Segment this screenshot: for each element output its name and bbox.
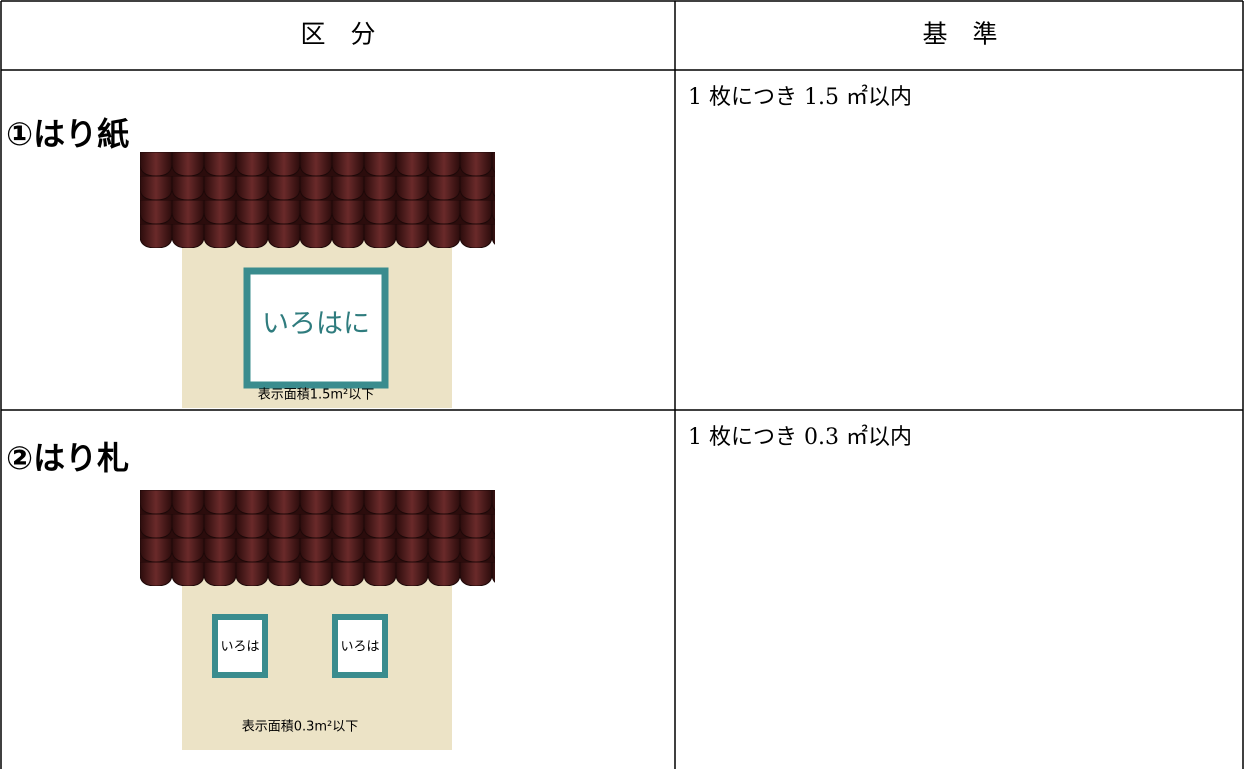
caption: 表示面積1.5m²以下	[258, 388, 375, 403]
illustration: いろはに 表示面積1.5m²以下	[140, 152, 495, 408]
illustration: いろは いろは 表示面積0.3m²以下	[140, 490, 495, 750]
header-cell: 基 準	[922, 20, 997, 49]
header-cell: 区 分	[300, 20, 375, 49]
sign-text: いろはに	[262, 309, 370, 340]
row-label: ①はり紙	[6, 115, 129, 153]
caption: 表示面積0.3m²以下	[242, 720, 359, 735]
sign-text: いろは	[340, 640, 379, 655]
criterion: 1 枚につき 0.3 ㎡以内	[688, 424, 912, 450]
criterion: 1 枚につき 1.5 ㎡以内	[688, 84, 912, 110]
sign-text: いろは	[220, 640, 259, 655]
row-label: ②はり札	[6, 439, 129, 477]
